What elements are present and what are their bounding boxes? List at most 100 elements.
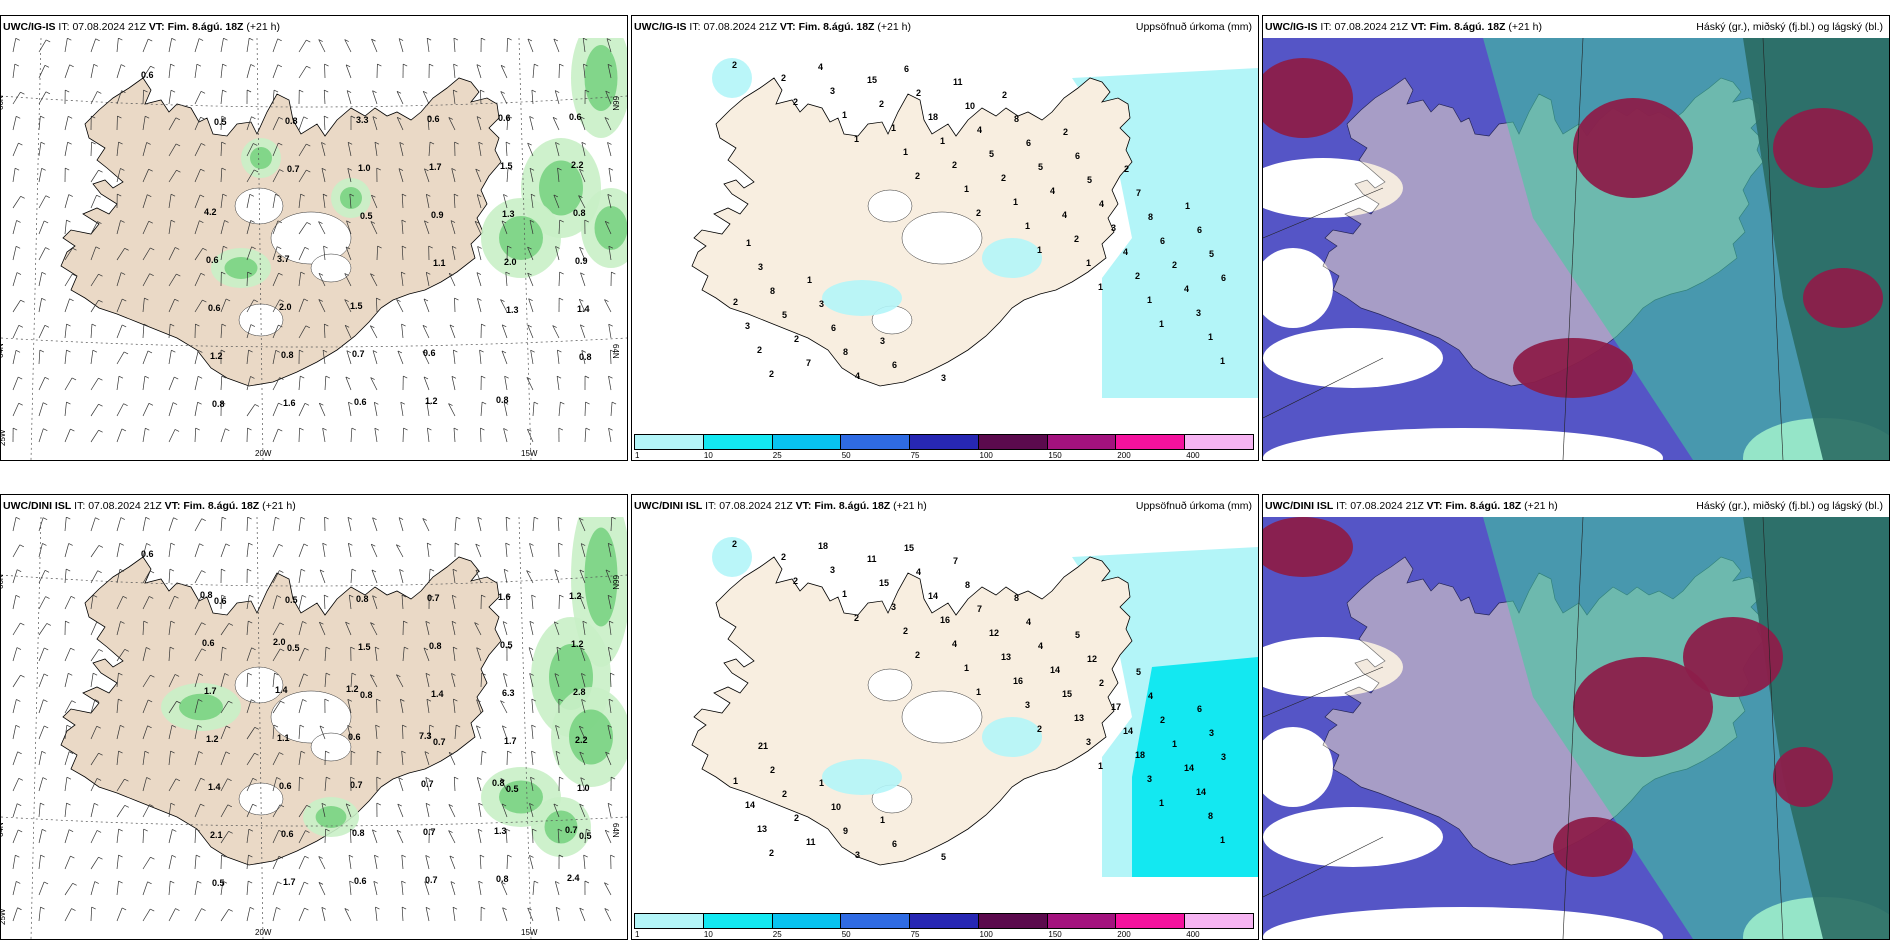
map-area: 66N 66N 64N 64N 25W 20W 15W 0.6 0.6 0.5 0.8 0.7 0.5 0… bbox=[1, 517, 627, 939]
wind-barb bbox=[96, 778, 102, 781]
wind-barb bbox=[251, 246, 256, 250]
wind-barb bbox=[477, 829, 482, 844]
wind-barb bbox=[452, 90, 456, 105]
wind-barb bbox=[580, 777, 586, 792]
wind-barb bbox=[506, 646, 512, 650]
wind-barb bbox=[145, 115, 150, 119]
precip-value: 1.2 bbox=[569, 591, 582, 601]
mid-cloud bbox=[1573, 657, 1713, 757]
wind-barb bbox=[476, 725, 482, 740]
wind-barb bbox=[579, 725, 584, 729]
wind-barb bbox=[345, 376, 350, 380]
axis-label: 66N bbox=[1, 574, 5, 589]
wind-barb bbox=[38, 881, 45, 896]
wind-barb bbox=[272, 64, 279, 79]
wind-barb bbox=[64, 569, 67, 584]
wind-barb bbox=[610, 349, 612, 365]
wind-barb bbox=[19, 544, 24, 548]
wind-barb bbox=[20, 674, 25, 678]
precip-value: 14 bbox=[1050, 665, 1060, 675]
wind-barb bbox=[376, 245, 378, 261]
wind-barb bbox=[38, 168, 43, 183]
wind-barb bbox=[398, 777, 403, 780]
precip-value: 18 bbox=[818, 541, 828, 551]
longitude-line bbox=[30, 38, 42, 460]
wind-barb bbox=[429, 63, 434, 67]
wind-barb bbox=[38, 673, 45, 688]
wind-barb bbox=[481, 401, 487, 405]
wind-barb bbox=[251, 647, 256, 651]
precip-shade bbox=[594, 206, 627, 250]
wind-barb bbox=[579, 324, 586, 339]
wind-barb bbox=[70, 428, 75, 432]
wind-barb bbox=[194, 622, 202, 636]
wind-barb bbox=[479, 350, 482, 365]
wind-barb bbox=[277, 881, 282, 885]
map-panel: UWC/DINI ISL IT: 07.08.2024 21Z VT: Fim.… bbox=[0, 494, 628, 940]
precip-shade bbox=[340, 187, 362, 209]
wind-barb bbox=[142, 517, 147, 532]
wind-barb bbox=[500, 778, 505, 781]
wind-barb bbox=[477, 828, 483, 832]
wind-barb bbox=[170, 323, 175, 327]
wind-barb bbox=[556, 647, 560, 662]
wind-barb bbox=[98, 545, 104, 548]
wind-barb bbox=[38, 777, 44, 792]
wind-barb bbox=[220, 428, 226, 443]
wind-barb bbox=[347, 168, 352, 171]
wind-barb bbox=[425, 621, 430, 624]
wind-barb bbox=[424, 168, 429, 172]
wind-barb bbox=[344, 299, 352, 313]
wind-barb bbox=[581, 142, 587, 145]
wind-barb bbox=[272, 194, 276, 209]
precip-value: 3 bbox=[891, 602, 896, 612]
glacier bbox=[867, 189, 913, 223]
wind-barb bbox=[480, 751, 483, 766]
precip-value: 0.8 bbox=[360, 690, 373, 700]
wind-barb bbox=[68, 543, 73, 546]
wind-barb bbox=[529, 220, 535, 223]
latitude-line bbox=[1, 95, 627, 108]
precip-value: 4 bbox=[952, 639, 957, 649]
wind-barb bbox=[481, 906, 486, 910]
wind-barb bbox=[64, 908, 72, 922]
wind-barb bbox=[370, 325, 375, 329]
wind-barb bbox=[248, 620, 253, 624]
wind-barb bbox=[505, 517, 511, 520]
wind-barb bbox=[98, 429, 103, 433]
wind-barb bbox=[504, 375, 509, 379]
wind-barb bbox=[306, 39, 311, 43]
wind-barb bbox=[403, 375, 408, 379]
wind-barb bbox=[372, 595, 378, 610]
precip-value: 1.5 bbox=[358, 642, 371, 652]
wind-barb bbox=[246, 143, 254, 157]
precip-value: 1 bbox=[964, 184, 969, 194]
wind-barb bbox=[324, 698, 329, 702]
wind-barb bbox=[168, 143, 177, 157]
wind-barb bbox=[318, 273, 326, 287]
wind-barb bbox=[553, 194, 560, 209]
wind-barb bbox=[275, 349, 280, 353]
wind-barb bbox=[475, 569, 482, 584]
wind-barb bbox=[558, 542, 563, 546]
wind-barb bbox=[476, 699, 482, 714]
precip-value: 6 bbox=[1197, 704, 1202, 714]
wind-barb bbox=[423, 90, 428, 94]
wind-barb bbox=[12, 751, 18, 766]
colorbar-tick: 200 bbox=[1117, 930, 1131, 939]
wind-barb bbox=[279, 622, 284, 626]
wind-barb bbox=[194, 38, 200, 53]
wind-barb bbox=[142, 350, 149, 365]
wind-barb bbox=[500, 700, 505, 703]
wind-barb bbox=[168, 194, 172, 209]
wind-barb bbox=[584, 219, 589, 223]
clear-sky bbox=[1263, 727, 1333, 807]
wind-barb bbox=[396, 117, 404, 131]
wind-barb bbox=[426, 402, 430, 417]
wind-barb bbox=[43, 881, 49, 885]
wind-barb bbox=[350, 828, 352, 844]
wind-barb bbox=[346, 220, 352, 235]
wind-barb bbox=[370, 221, 376, 224]
wind-barb bbox=[15, 854, 20, 858]
wind-barb bbox=[452, 245, 457, 249]
